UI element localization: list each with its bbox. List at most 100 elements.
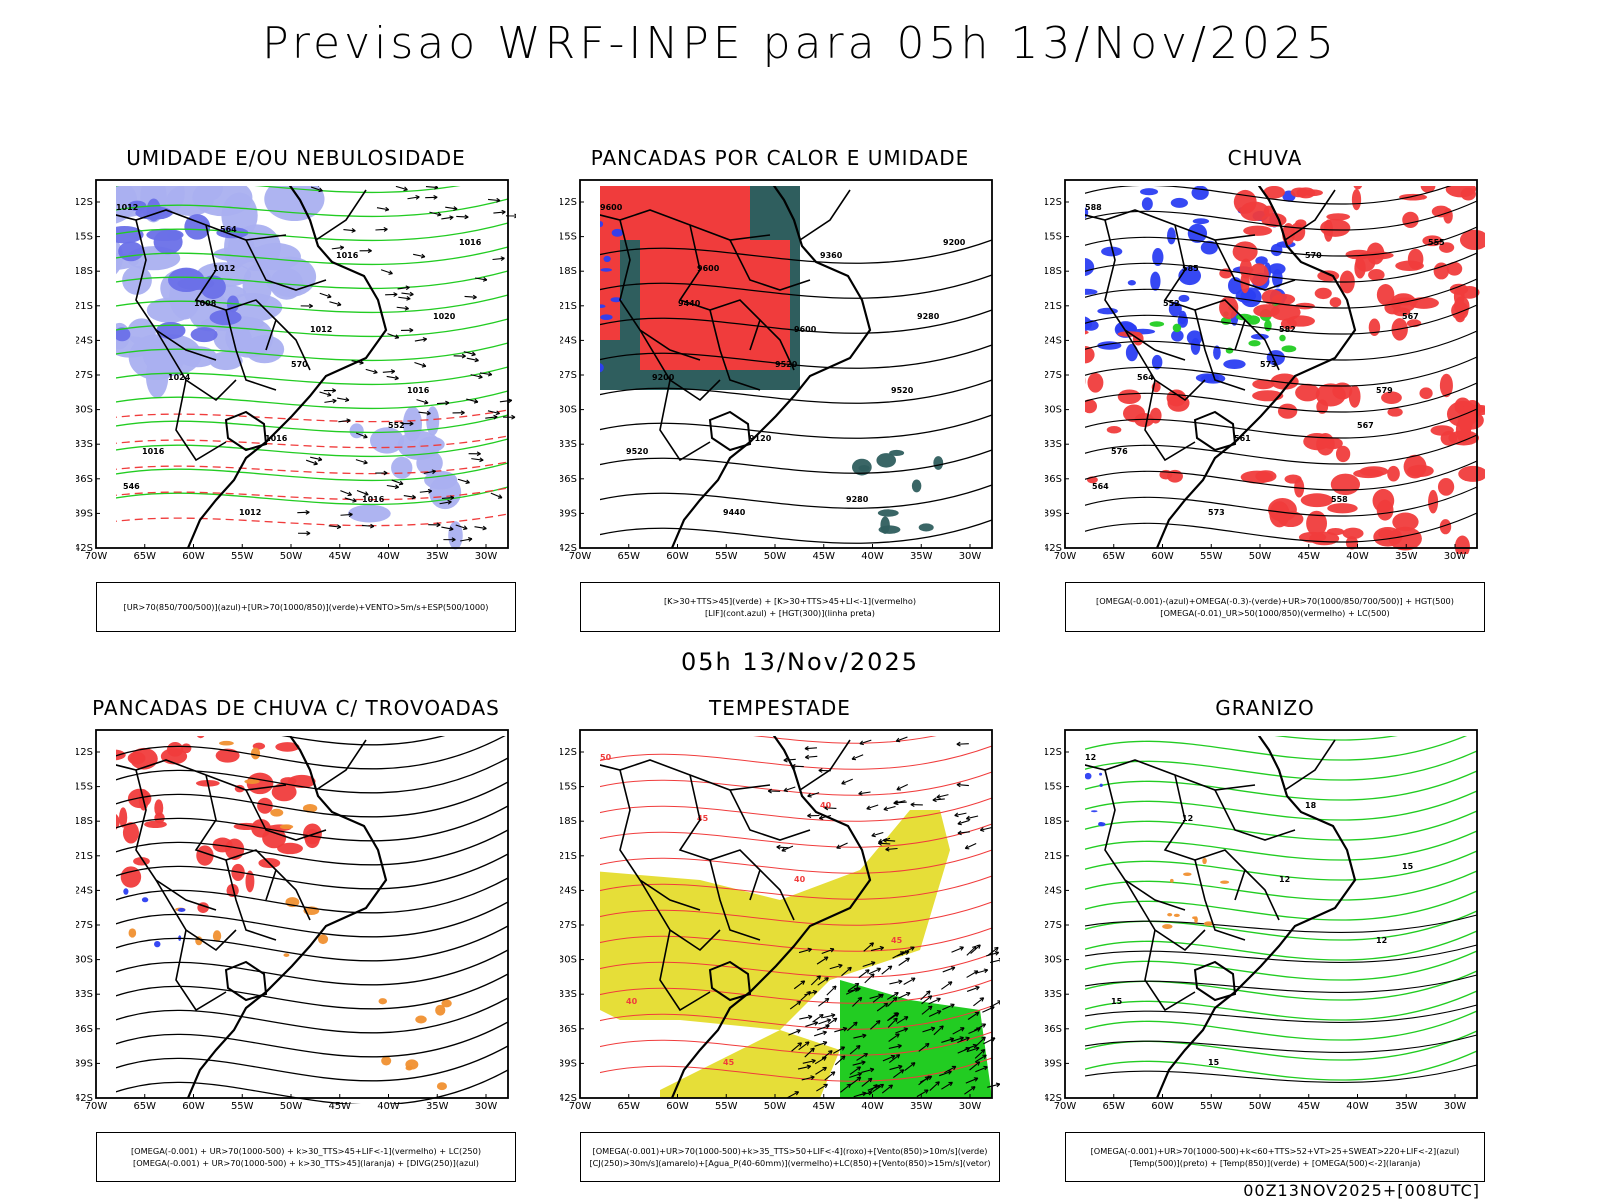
contour-label: 1012 bbox=[213, 264, 235, 273]
map-canvas: 9600 9600 9600 9520 9520 9440 9360 9280 9200 9120… bbox=[560, 179, 993, 562]
wind-vector bbox=[361, 524, 374, 527]
lon-tick-label: 40W bbox=[861, 551, 884, 562]
lat-tick-label: 33S bbox=[76, 439, 93, 450]
wind-vector bbox=[436, 522, 441, 528]
hgt500-contour bbox=[1085, 382, 1478, 413]
wind-vector bbox=[846, 1021, 858, 1032]
wind-vector bbox=[927, 995, 933, 1000]
storm-red bbox=[275, 742, 300, 752]
lon-tick-label: 35W bbox=[426, 1101, 449, 1112]
streamline bbox=[116, 997, 509, 1034]
contour-label: 552 bbox=[1163, 299, 1180, 308]
storm-red bbox=[277, 842, 303, 855]
wind-vector bbox=[936, 1010, 942, 1015]
wind-vector bbox=[810, 975, 821, 986]
wind-vector bbox=[804, 747, 817, 750]
water-red-contour bbox=[600, 1031, 993, 1056]
wind-vector bbox=[939, 1025, 944, 1030]
wind-vector bbox=[871, 832, 876, 838]
contour-label: 9520 bbox=[775, 360, 798, 369]
lat-tick-label: 18S bbox=[1045, 266, 1062, 277]
state-border bbox=[619, 769, 701, 911]
rain-red bbox=[1296, 187, 1316, 199]
wind-vector bbox=[976, 944, 981, 949]
wind-vector bbox=[826, 985, 837, 996]
rain-red bbox=[1463, 400, 1482, 419]
wind-vector bbox=[910, 802, 915, 808]
wind-vector bbox=[436, 402, 449, 405]
temp500-contour bbox=[1085, 974, 1478, 993]
wind-vector bbox=[461, 353, 466, 359]
rain-red bbox=[1368, 268, 1385, 281]
contour-label: 564 bbox=[1137, 373, 1154, 382]
wind-vector bbox=[470, 374, 483, 378]
coastline bbox=[1065, 850, 1079, 1050]
wind-vector bbox=[862, 961, 876, 968]
lon-tick-label: 50W bbox=[280, 551, 303, 562]
state-border bbox=[175, 929, 227, 1012]
wind-vector bbox=[888, 1045, 902, 1050]
lon-tick-label: 60W bbox=[666, 1101, 689, 1112]
hgt500-contour bbox=[1085, 278, 1478, 309]
hgt500-contour bbox=[1085, 408, 1478, 439]
wind-vector bbox=[394, 334, 400, 339]
wind-vector bbox=[370, 523, 375, 529]
lat-tick-label: 24S bbox=[76, 335, 93, 346]
map-frame bbox=[579, 179, 993, 549]
divg-blue bbox=[154, 940, 161, 948]
state-border bbox=[799, 189, 851, 241]
wind-vector bbox=[497, 494, 503, 499]
storm-red bbox=[271, 782, 297, 802]
wind-vector bbox=[383, 227, 388, 232]
rain-red bbox=[1433, 262, 1450, 280]
omega-blue bbox=[1223, 359, 1246, 369]
storm-red bbox=[181, 743, 192, 754]
temp850-contour bbox=[1085, 1050, 1478, 1081]
lif-blue bbox=[603, 255, 611, 263]
lat-tick-label: 39S bbox=[76, 1058, 93, 1069]
water-red-contour bbox=[600, 1005, 993, 1030]
wind-vector bbox=[954, 812, 967, 817]
rh-green-contour bbox=[116, 438, 509, 458]
omega-blue bbox=[1101, 246, 1123, 257]
contour-label: 45 bbox=[697, 814, 709, 823]
omega-blue bbox=[1171, 329, 1184, 342]
wind-vector bbox=[903, 1016, 909, 1021]
rain-red bbox=[1295, 383, 1320, 402]
wind-vector bbox=[347, 491, 353, 497]
wind-vector bbox=[406, 295, 411, 301]
contour-label: 12 bbox=[1279, 875, 1290, 884]
rain-red bbox=[1459, 229, 1485, 251]
contour-label: 9600 bbox=[600, 203, 623, 212]
wind-vector bbox=[798, 1041, 810, 1051]
wind-vector bbox=[393, 292, 398, 297]
wind-vector bbox=[949, 1037, 955, 1042]
wind-vector bbox=[413, 253, 426, 258]
wind-vector bbox=[994, 951, 1000, 956]
wind-vector bbox=[856, 1066, 862, 1071]
wind-vector bbox=[822, 1066, 827, 1072]
wind-vector bbox=[429, 211, 442, 216]
lon-tick-label: 55W bbox=[1200, 551, 1223, 562]
wind-vector bbox=[896, 786, 901, 791]
panel-title: PANCADAS POR CALOR E UMIDADE bbox=[590, 146, 970, 170]
wind-vector bbox=[976, 1027, 981, 1032]
hgt500-contour bbox=[1085, 252, 1478, 283]
wind-vector bbox=[466, 357, 479, 362]
wind-vector bbox=[979, 997, 985, 1002]
state-border bbox=[759, 319, 795, 371]
map-granizo: 12 12 12 12 15 15 18 15 12S 15S 18S 21S 24S 27S 30S 33S… bbox=[1045, 724, 1485, 1124]
wind-vector bbox=[356, 489, 369, 496]
omega-orange bbox=[1202, 857, 1207, 865]
legend-line: [OMEGA(-0.001) + UR>70(1000-500) + k>30_… bbox=[133, 1158, 479, 1168]
wind-vector bbox=[890, 1054, 896, 1060]
wind-vector bbox=[942, 966, 956, 973]
wind-vector bbox=[431, 469, 436, 475]
wind-vector bbox=[879, 945, 885, 951]
wind-vector bbox=[328, 525, 341, 528]
wind-vector bbox=[936, 794, 949, 798]
wind-vector bbox=[941, 1081, 953, 1090]
contour-label: 1016 bbox=[265, 434, 288, 443]
storm-red bbox=[120, 866, 142, 888]
lat-tick-label: 12S bbox=[1045, 197, 1062, 208]
